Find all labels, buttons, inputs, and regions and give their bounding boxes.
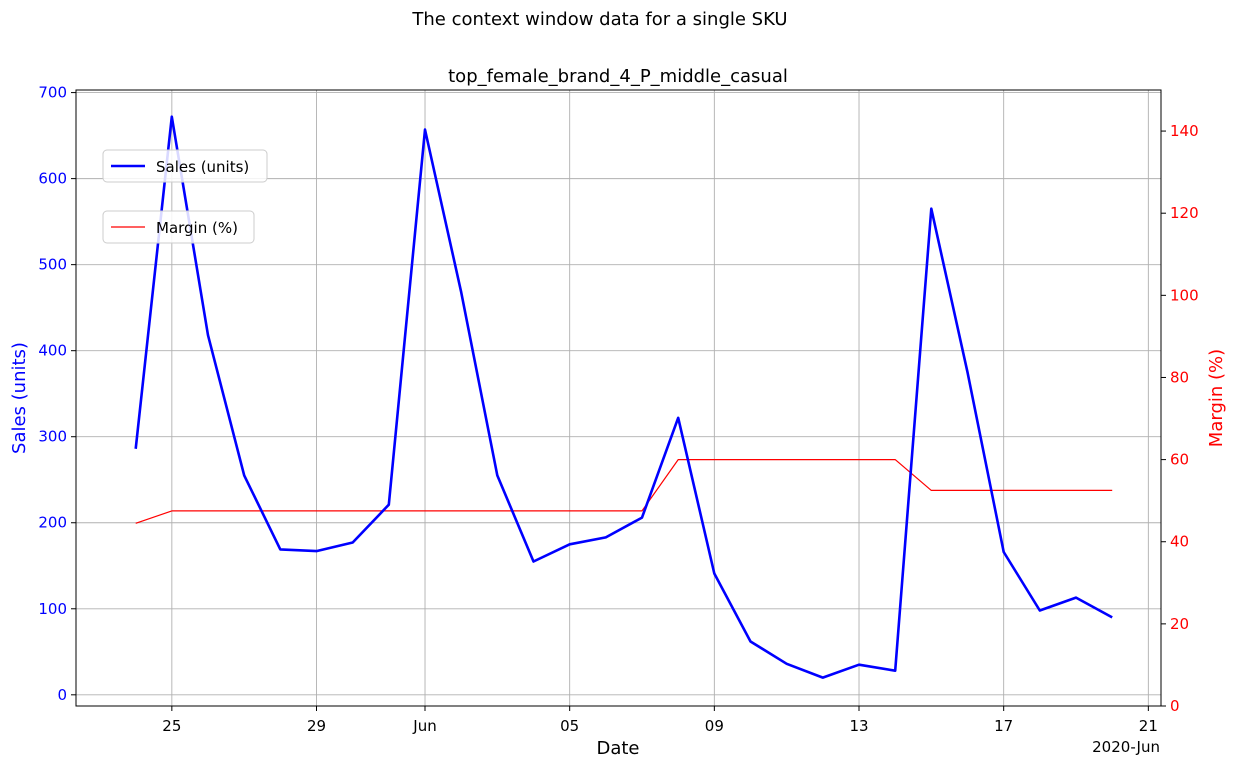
y-axis-right: 0 20 40 60 80 100 120 140	[1161, 122, 1199, 715]
margin-series-line	[135, 459, 1113, 524]
legend-sales-label: Sales (units)	[156, 158, 249, 176]
figure-suptitle: The context window data for a single SKU	[411, 9, 787, 30]
y-right-tick-label: 40	[1170, 533, 1189, 551]
y-right-tick-label: 100	[1170, 286, 1199, 304]
y-right-tick-label: 140	[1170, 122, 1199, 140]
legend-margin: Margin (%)	[102, 210, 255, 244]
y-right-tick-label: 0	[1170, 697, 1180, 715]
x-tick-label: 05	[560, 717, 579, 735]
x-tick-label: 29	[307, 717, 326, 735]
y-axis-left-label: Sales (units)	[9, 342, 30, 454]
y-right-tick-label: 60	[1170, 451, 1189, 469]
plot-frame	[75, 89, 1162, 707]
series-layer	[134, 115, 1113, 679]
y-axis-left: 0 100 200 300 400 500 600 700	[38, 84, 76, 704]
legend-sales: Sales (units)	[102, 149, 268, 183]
sales-series-line	[134, 115, 1113, 679]
y-left-tick-label: 700	[38, 84, 67, 102]
x-axis-offset-label: 2020-Jun	[1092, 738, 1160, 756]
x-tick-label: 13	[849, 717, 868, 735]
y-left-tick-label: 600	[38, 170, 67, 188]
x-axis-label: Date	[596, 738, 639, 759]
x-tick-label: 17	[994, 717, 1013, 735]
y-right-tick-label: 120	[1170, 204, 1199, 222]
x-tick-label: 21	[1139, 717, 1158, 735]
y-right-tick-label: 80	[1170, 368, 1189, 386]
legend-margin-label: Margin (%)	[156, 219, 238, 237]
y-left-tick-label: 0	[57, 686, 67, 704]
x-tick-label: Jun	[412, 717, 436, 735]
y-axis-right-label: Margin (%)	[1206, 349, 1227, 447]
x-tick-label: 09	[705, 717, 724, 735]
x-tick-label: 25	[162, 717, 181, 735]
y-right-tick-label: 20	[1170, 615, 1189, 633]
y-left-tick-label: 400	[38, 342, 67, 360]
legend-sales-box	[102, 149, 268, 183]
legend-margin-box	[102, 210, 255, 244]
y-left-tick-label: 500	[38, 256, 67, 274]
y-left-tick-label: 300	[38, 428, 67, 446]
x-axis: 25 29 Jun 05 09 13 17 21	[162, 706, 1158, 735]
chart-title: top_female_brand_4_P_middle_casual	[448, 66, 788, 87]
y-left-tick-label: 100	[38, 600, 67, 618]
grid-lines	[76, 90, 1161, 706]
y-left-tick-label: 200	[38, 514, 67, 532]
